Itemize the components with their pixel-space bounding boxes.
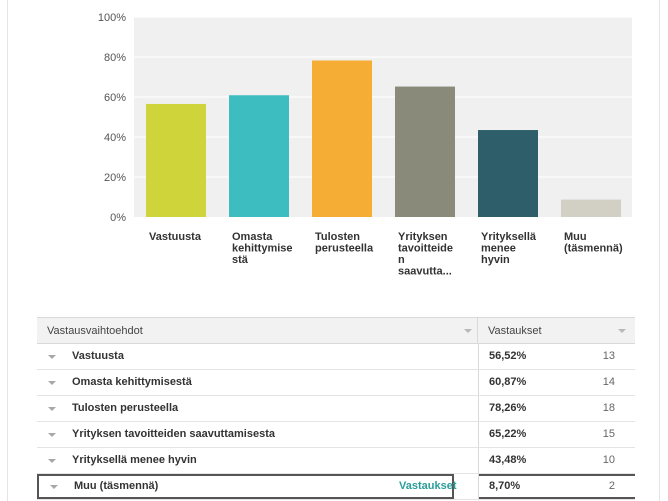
- expand-row-icon[interactable]: [48, 381, 56, 385]
- column-divider: [478, 396, 479, 421]
- column-divider: [478, 448, 479, 473]
- panel-right-border: [659, 0, 660, 501]
- header-choices-label: Vastausvaihtoehdot: [47, 325, 143, 337]
- row-count: 13: [602, 350, 615, 362]
- row-choice-label: Omasta kehittymisestä: [72, 376, 192, 388]
- row-count: 15: [602, 428, 615, 440]
- x-tick-label: Omasta kehittymise stä: [232, 231, 293, 266]
- bar-6[interactable]: Muu (täsmennä): 8.7%: [561, 199, 621, 217]
- column-divider: [478, 370, 479, 395]
- table-row[interactable]: Yrityksen tavoitteiden saavuttamisesta 6…: [37, 422, 635, 448]
- bar-3[interactable]: Tulosten perusteella: 78.26%: [312, 60, 372, 218]
- expand-row-icon[interactable]: [48, 407, 56, 411]
- x-tick-label: Vastuusta: [149, 231, 202, 243]
- row-choice-label: Tulosten perusteella: [72, 402, 179, 414]
- row-count: 10: [602, 454, 615, 466]
- sort-choices-icon[interactable]: [464, 329, 472, 333]
- table-row[interactable]: Tulosten perusteella 78,26% 18: [37, 396, 635, 422]
- expand-row-icon[interactable]: [48, 433, 56, 437]
- plot-area: [134, 17, 632, 217]
- x-tick-label: Yrityksellä menee hyvin: [481, 231, 537, 266]
- row-selection-outline: [37, 474, 454, 499]
- y-tick-label: 80%: [104, 52, 126, 64]
- row-percent: 8,70%: [489, 480, 521, 492]
- y-tick-label: 20%: [104, 172, 126, 184]
- column-divider: [478, 344, 479, 369]
- column-divider: [478, 422, 479, 447]
- bar-2[interactable]: Omasta kehittymisestä: 60.87%: [229, 95, 289, 217]
- y-tick-label: 40%: [104, 132, 126, 144]
- y-tick-label: 100%: [98, 12, 126, 24]
- table-header: Vastausvaihtoehdot Vastaukset: [37, 317, 635, 344]
- x-tick-label: Yrityksen tavoitteide n saavutta...: [398, 231, 453, 278]
- header-responses-label: Vastaukset: [488, 325, 542, 337]
- table-row[interactable]: Omasta kehittymisestä 60,87% 14: [37, 370, 635, 396]
- results-table: Vastausvaihtoehdot Vastaukset Vastuusta …: [37, 317, 635, 500]
- table-row[interactable]: Vastuusta 56,52% 13: [37, 344, 635, 370]
- panel-left-border: [7, 0, 8, 501]
- row-percent: 65,22%: [489, 428, 527, 440]
- row-choice-label: Vastuusta: [72, 350, 124, 362]
- expand-row-icon[interactable]: [50, 485, 58, 489]
- row-percent: 60,87%: [489, 376, 527, 388]
- percent-selection-outline: [479, 474, 635, 499]
- row-percent: 43,48%: [489, 454, 527, 466]
- y-tick-label: 0%: [110, 212, 126, 224]
- sort-responses-icon[interactable]: [618, 329, 626, 333]
- header-responses[interactable]: Vastaukset: [478, 318, 635, 343]
- row-choice-label: Yrityksen tavoitteiden saavuttamisesta: [72, 428, 275, 440]
- view-responses-link[interactable]: Vastaukset: [399, 480, 457, 492]
- x-tick-label: Muu (täsmennä): [564, 231, 623, 255]
- row-count: 2: [608, 480, 615, 492]
- row-count: 14: [602, 376, 615, 388]
- table-row-selected[interactable]: Muu (täsmennä) Vastaukset 8,70% 2: [37, 474, 635, 500]
- x-tick-label: Tulosten perusteella: [315, 231, 374, 255]
- row-percent: 56,52%: [489, 350, 527, 362]
- column-divider: [478, 474, 479, 499]
- bar-5[interactable]: Yrityksellä menee hyvin: 43.48%: [478, 130, 538, 217]
- row-choice-label: Yrityksellä menee hyvin: [72, 454, 197, 466]
- bar-4[interactable]: Yrityksen tavoitteiden saavuttamisesta: …: [395, 86, 455, 217]
- expand-row-icon[interactable]: [48, 355, 56, 359]
- row-percent: 78,26%: [489, 402, 527, 414]
- expand-row-icon[interactable]: [48, 459, 56, 463]
- y-tick-label: 60%: [104, 92, 126, 104]
- bar-chart: 0% 20% 40% 60% 80% 100% Vastuusta: 56.52% Omas…: [98, 12, 632, 278]
- table-row[interactable]: Yrityksellä menee hyvin 43,48% 10: [37, 448, 635, 474]
- header-choices[interactable]: Vastausvaihtoehdot: [37, 318, 478, 343]
- row-choice-label: Muu (täsmennä): [74, 480, 159, 492]
- bar-1[interactable]: Vastuusta: 56.52%: [146, 103, 206, 217]
- row-count: 18: [602, 402, 615, 414]
